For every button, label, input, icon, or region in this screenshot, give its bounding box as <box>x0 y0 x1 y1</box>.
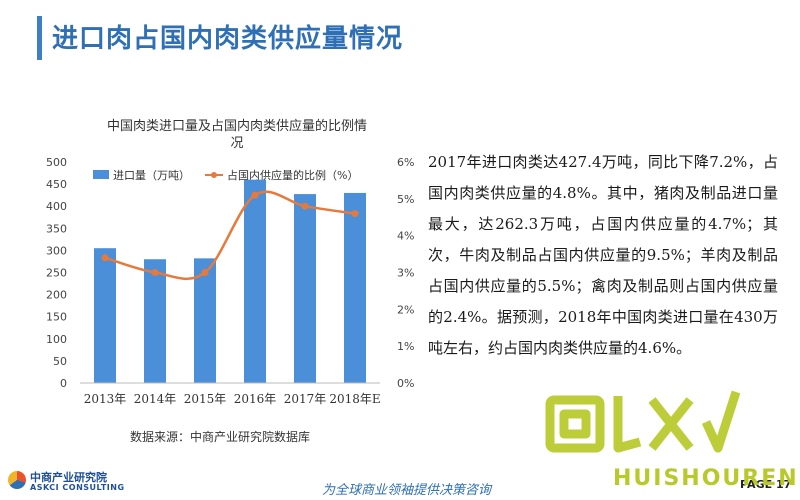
page-title: 进口肉占国内肉类供应量情况 <box>52 24 404 54</box>
bar <box>144 259 166 383</box>
line-point <box>301 202 309 210</box>
x-tick-label: 2018年E <box>329 392 380 406</box>
left-tick-label: 0 <box>60 377 67 390</box>
title-accent-bar <box>37 16 42 60</box>
legend-bar-swatch <box>93 170 109 179</box>
left-tick-label: 500 <box>46 156 67 169</box>
x-axis: 2013年 2014年 2015年 2016年 2017年 2018年E <box>80 382 381 406</box>
right-tick-label: 2% <box>397 303 414 316</box>
logo-cn-text: 中商产业研究院 <box>30 471 107 484</box>
chart-legend: 进口量（万吨） 占国内供应量的比例（%） <box>93 168 358 182</box>
line-point <box>201 269 209 276</box>
footer-slogan: 为全球商业领袖提供决策咨询 <box>322 483 492 498</box>
legend-line-marker <box>211 172 217 178</box>
line-series <box>101 190 359 281</box>
chart-title-line1: 中国肉类进口量及占国内肉类供应量的比例情 <box>107 118 367 134</box>
right-tick-label: 5% <box>397 193 414 206</box>
legend-bar-label: 进口量（万吨） <box>113 169 190 182</box>
line-point <box>351 210 359 218</box>
x-tick-label: 2013年 <box>84 392 127 406</box>
right-tick-label: 6% <box>397 156 414 169</box>
bar-series <box>94 179 366 383</box>
left-tick-label: 400 <box>46 200 67 213</box>
line-point <box>251 191 259 199</box>
x-tick-label: 2015年 <box>184 392 227 406</box>
left-tick-label: 200 <box>46 289 67 302</box>
line-point <box>101 254 109 262</box>
left-y-axis: 0 50 100 150 200 250 300 350 400 450 500 <box>46 156 67 390</box>
left-tick-label: 450 <box>46 178 67 191</box>
x-tick-label: 2016年 <box>234 392 277 406</box>
watermark-text: HUISHOUREN <box>613 466 799 491</box>
data-source-note: 数据来源：中商产业研究院数据库 <box>130 430 311 444</box>
right-y-axis: 0% 1% 2% 3% 4% 5% 6% <box>397 156 414 390</box>
x-tick-label: 2014年 <box>134 392 177 406</box>
page-number: PAGE 17 <box>740 478 792 491</box>
left-tick-label: 100 <box>46 333 67 346</box>
chart-title-line2: 况 <box>230 136 243 151</box>
logo-en-text: ASKCI CONSULTING <box>30 483 125 492</box>
bar <box>344 192 366 383</box>
bar <box>94 248 116 383</box>
x-tick-label: 2017年 <box>284 392 327 406</box>
line-point <box>151 269 159 276</box>
right-tick-label: 3% <box>397 267 414 280</box>
right-tick-label: 4% <box>397 230 414 243</box>
left-tick-label: 250 <box>46 267 67 280</box>
proportion-line <box>104 190 356 281</box>
company-logo: 中商产业研究院 ASKCI CONSULTING <box>8 469 124 497</box>
right-tick-label: 0% <box>397 377 414 390</box>
watermark-logo-icon <box>545 390 740 453</box>
bar <box>194 258 216 383</box>
logo-mark-icon <box>8 471 26 489</box>
description-text: 2017年进口肉类达427.4万吨，同比下降7.2%，占国内肉类供应量的4.8%… <box>428 153 778 357</box>
left-tick-label: 350 <box>46 222 67 235</box>
left-tick-label: 300 <box>46 244 67 257</box>
legend-line-label: 占国内供应量的比例（%） <box>227 168 358 182</box>
bar <box>294 194 316 383</box>
right-tick-label: 1% <box>397 340 414 353</box>
left-tick-label: 50 <box>53 355 67 368</box>
left-tick-label: 150 <box>46 311 67 324</box>
bar <box>244 179 266 383</box>
